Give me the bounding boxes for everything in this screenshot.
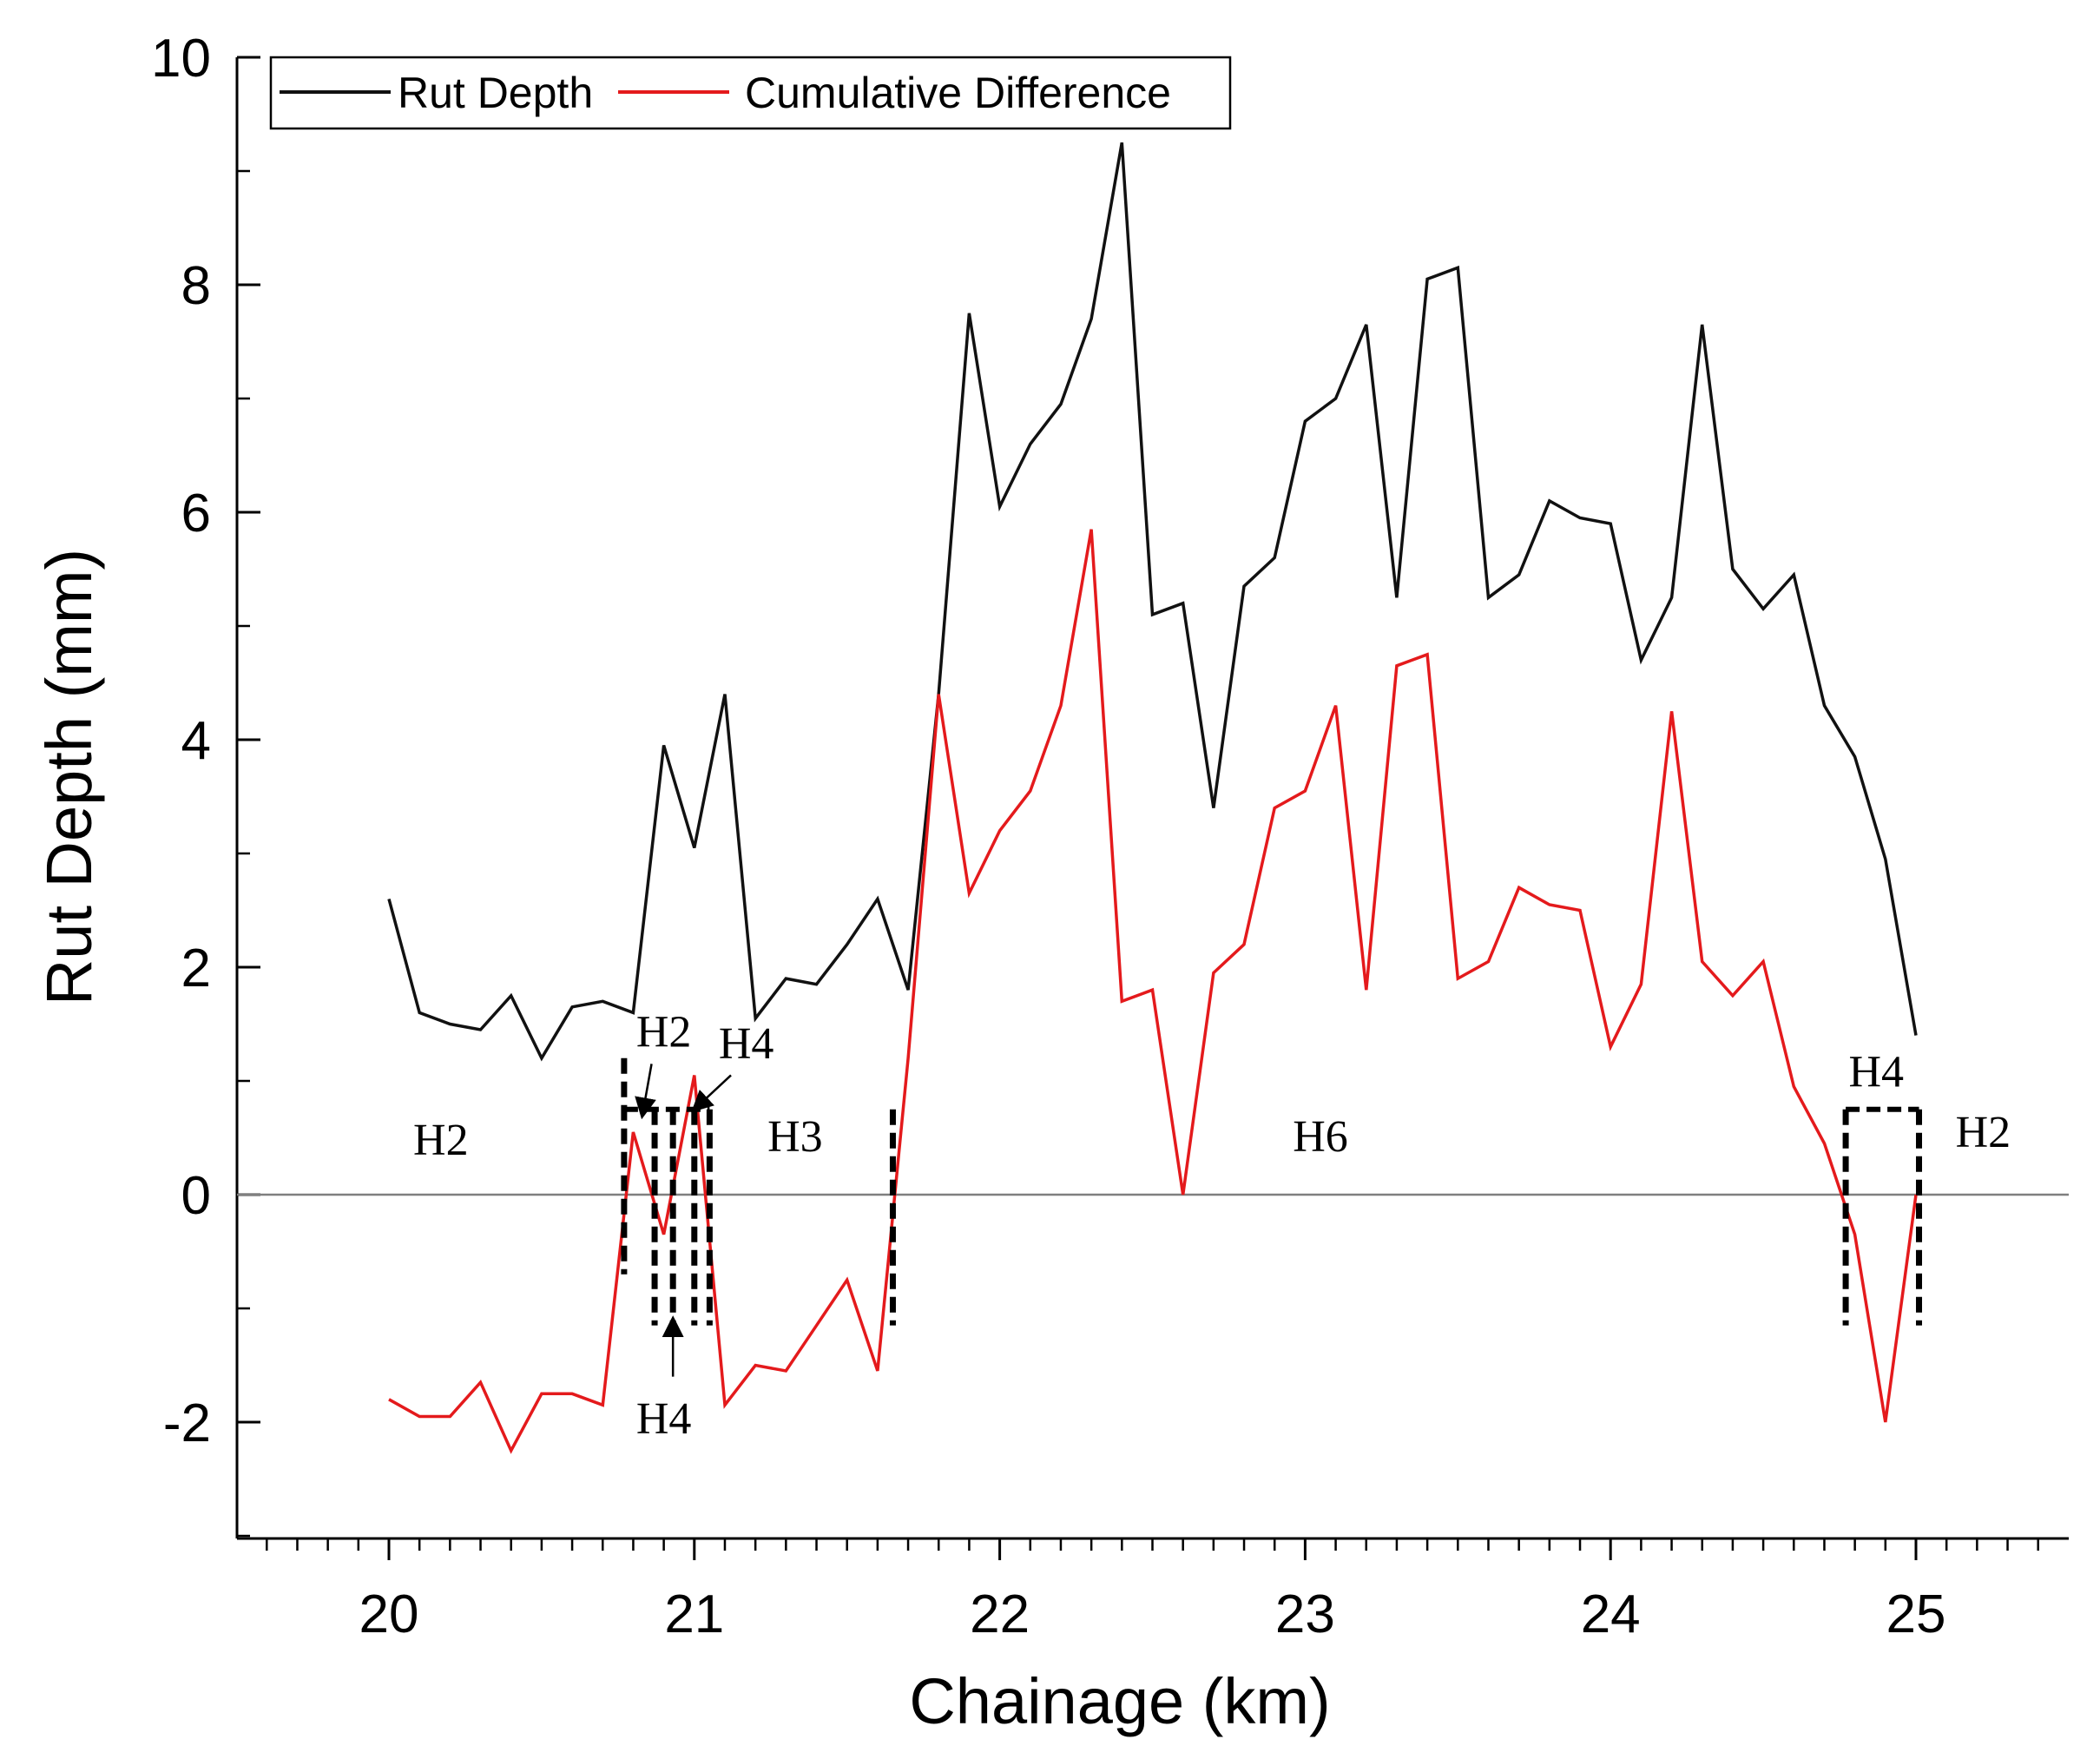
segment-label-h4-2: H4 bbox=[719, 1019, 774, 1069]
legend-label-cumulative-difference: Cumulative Difference bbox=[745, 69, 1171, 117]
segment-label-h2-7: H2 bbox=[1956, 1108, 2011, 1157]
x-tick-label-25: 25 bbox=[1886, 1584, 1946, 1644]
annotation-arrow-0 bbox=[635, 1064, 656, 1120]
legend: Rut Depth Cumulative Difference bbox=[269, 56, 1232, 130]
y-tick-label-0: 0 bbox=[181, 1166, 211, 1226]
y-tick-label-10: 10 bbox=[151, 29, 211, 89]
series-line-cumulative-difference bbox=[388, 529, 1918, 1454]
legend-box bbox=[269, 56, 1232, 130]
x-tick-label-22: 22 bbox=[970, 1584, 1030, 1644]
segment-label-h4-6: H4 bbox=[1848, 1048, 1904, 1097]
x-tick-label-23: 23 bbox=[1275, 1584, 1335, 1644]
segment-label-h2-0: H2 bbox=[413, 1116, 469, 1165]
x-tick-label-21: 21 bbox=[664, 1584, 724, 1644]
y-tick-label-6: 6 bbox=[181, 484, 211, 544]
legend-label-rut-depth: Rut Depth bbox=[398, 69, 593, 117]
annotation-arrows bbox=[635, 1064, 732, 1377]
series-line-rut-depth bbox=[387, 142, 1918, 1062]
x-axis-ticks: 20 21 22 23 24 25 bbox=[266, 1538, 2039, 1644]
segment-label-h3-3: H3 bbox=[767, 1112, 823, 1162]
y-axis-title: Rut Depth (mm) bbox=[33, 549, 105, 1005]
x-tick-label-20: 20 bbox=[359, 1584, 419, 1644]
segment-label-h2-1: H2 bbox=[636, 1008, 692, 1057]
segment-label-h4-4: H4 bbox=[636, 1394, 692, 1444]
segment-label-h6-5: H6 bbox=[1293, 1112, 1348, 1162]
series-layer bbox=[387, 142, 1918, 1454]
x-axis-title: Chainage (km) bbox=[909, 1665, 1330, 1737]
y-tick-label-8: 8 bbox=[181, 256, 211, 316]
segment-labels: H2 H2 H4 H3 H4 H6 H4 H2 bbox=[413, 1008, 2011, 1444]
segment-boundaries bbox=[621, 1057, 1923, 1326]
x-tick-label-24: 24 bbox=[1581, 1584, 1641, 1644]
annotation-arrow-1 bbox=[691, 1074, 732, 1113]
y-tick-label-4: 4 bbox=[181, 711, 211, 771]
y-tick-label-2: 2 bbox=[181, 939, 211, 998]
y-axis-ticks: -2 0 2 4 6 8 10 bbox=[151, 29, 260, 1538]
y-tick-label-2: -2 bbox=[163, 1393, 211, 1453]
